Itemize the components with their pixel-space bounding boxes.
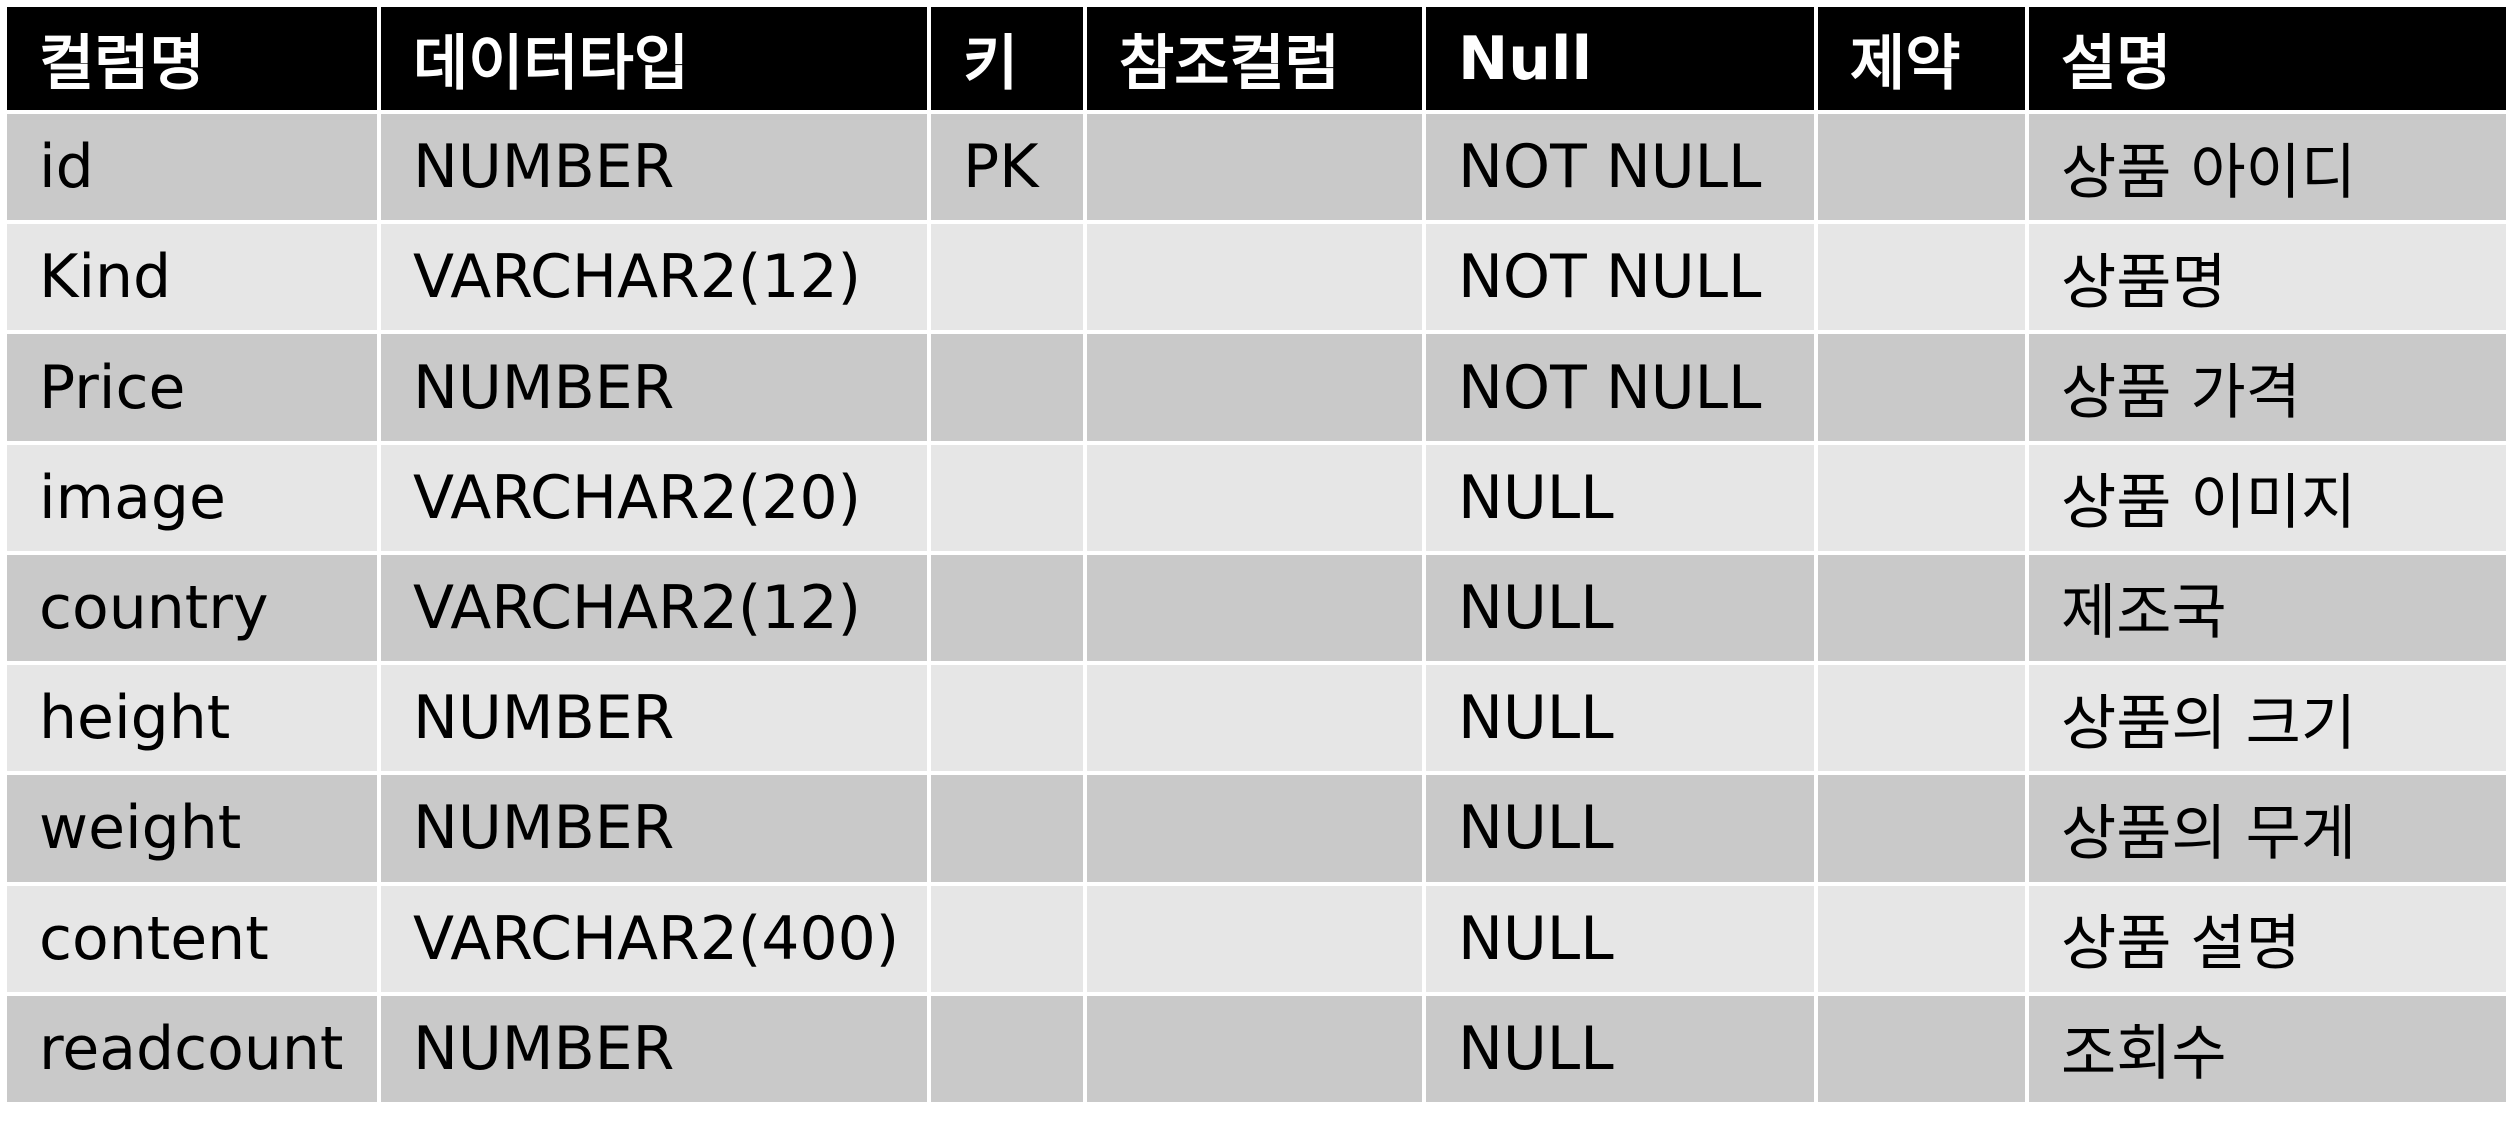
cell-description: 조회수 — [2025, 991, 2510, 1107]
cell-null: NOT NULL — [1422, 330, 1818, 445]
cell-description: 상품 가격 — [2025, 330, 2510, 445]
table-row: image VARCHAR2(20) NULL 상품 이미지 — [3, 440, 2510, 555]
table-row: weight NUMBER NULL 상품의 무게 — [3, 771, 2510, 886]
table-row: Kind VARCHAR2(12) NOT NULL 상품명 — [3, 220, 2510, 335]
cell-description: 상품의 무게 — [2025, 771, 2510, 886]
cell-constraint — [1814, 330, 2029, 445]
cell-null: NOT NULL — [1422, 220, 1818, 335]
header-data-type: 데이터타입 — [377, 3, 931, 114]
cell-key — [927, 220, 1087, 335]
table-row: height NUMBER NULL 상품의 크기 — [3, 661, 2510, 776]
cell-null: NOT NULL — [1422, 109, 1818, 225]
cell-reference-column — [1083, 771, 1426, 886]
cell-constraint — [1814, 550, 2029, 666]
cell-null: NULL — [1422, 881, 1818, 996]
cell-description: 상품 이미지 — [2025, 440, 2510, 555]
cell-column-name: content — [3, 881, 381, 996]
cell-data-type: NUMBER — [377, 661, 931, 776]
cell-description: 제조국 — [2025, 550, 2510, 666]
cell-constraint — [1814, 220, 2029, 335]
cell-null: NULL — [1422, 440, 1818, 555]
table-row: Price NUMBER NOT NULL 상품 가격 — [3, 330, 2510, 445]
table-body: id NUMBER PK NOT NULL 상품 아이디 Kind VARCHAR2(12)… — [3, 109, 2510, 1107]
cell-column-name: country — [3, 550, 381, 666]
cell-description: 상품의 크기 — [2025, 661, 2510, 776]
cell-data-type: NUMBER — [377, 330, 931, 445]
table-row: id NUMBER PK NOT NULL 상품 아이디 — [3, 109, 2510, 225]
cell-column-name: Price — [3, 330, 381, 445]
cell-key — [927, 881, 1087, 996]
cell-null: NULL — [1422, 550, 1818, 666]
cell-null: NULL — [1422, 771, 1818, 886]
cell-reference-column — [1083, 330, 1426, 445]
header-description: 설명 — [2025, 3, 2510, 114]
cell-data-type: VARCHAR2(20) — [377, 440, 931, 555]
cell-key — [927, 550, 1087, 666]
cell-key: PK — [927, 109, 1087, 225]
cell-column-name: Kind — [3, 220, 381, 335]
header-row: 컬럼명 데이터타입 키 참조컬럼 Null 제약 설명 — [3, 3, 2510, 114]
cell-key — [927, 330, 1087, 445]
cell-description: 상품 설명 — [2025, 881, 2510, 996]
header-reference-column: 참조컬럼 — [1083, 3, 1426, 114]
header-column-name: 컬럼명 — [3, 3, 381, 114]
cell-null: NULL — [1422, 661, 1818, 776]
cell-data-type: VARCHAR2(12) — [377, 550, 931, 666]
cell-data-type: NUMBER — [377, 109, 931, 225]
cell-reference-column — [1083, 661, 1426, 776]
cell-data-type: VARCHAR2(12) — [377, 220, 931, 335]
header-key: 키 — [927, 3, 1087, 114]
cell-reference-column — [1083, 109, 1426, 225]
header-constraint: 제약 — [1814, 3, 2029, 114]
cell-key — [927, 440, 1087, 555]
cell-reference-column — [1083, 881, 1426, 996]
cell-constraint — [1814, 109, 2029, 225]
cell-reference-column — [1083, 440, 1426, 555]
table-row: readcount NUMBER NULL 조회수 — [3, 991, 2510, 1107]
cell-constraint — [1814, 881, 2029, 996]
header-null: Null — [1422, 3, 1818, 114]
cell-reference-column — [1083, 220, 1426, 335]
cell-column-name: weight — [3, 771, 381, 886]
cell-data-type: VARCHAR2(400) — [377, 881, 931, 996]
cell-data-type: NUMBER — [377, 771, 931, 886]
cell-constraint — [1814, 771, 2029, 886]
cell-description: 상품 아이디 — [2025, 109, 2510, 225]
cell-column-name: height — [3, 661, 381, 776]
cell-constraint — [1814, 661, 2029, 776]
cell-constraint — [1814, 440, 2029, 555]
cell-key — [927, 771, 1087, 886]
schema-table: 컬럼명 데이터타입 키 참조컬럼 Null 제약 설명 id NUMBER PK NO… — [3, 3, 2510, 1107]
cell-constraint — [1814, 991, 2029, 1107]
cell-description: 상품명 — [2025, 220, 2510, 335]
cell-reference-column — [1083, 991, 1426, 1107]
cell-data-type: NUMBER — [377, 991, 931, 1107]
cell-column-name: id — [3, 109, 381, 225]
cell-null: NULL — [1422, 991, 1818, 1107]
cell-reference-column — [1083, 550, 1426, 666]
cell-key — [927, 991, 1087, 1107]
table-header: 컬럼명 데이터타입 키 참조컬럼 Null 제약 설명 — [3, 3, 2510, 114]
table-row: country VARCHAR2(12) NULL 제조국 — [3, 550, 2510, 666]
cell-column-name: image — [3, 440, 381, 555]
table-row: content VARCHAR2(400) NULL 상품 설명 — [3, 881, 2510, 996]
cell-column-name: readcount — [3, 991, 381, 1107]
cell-key — [927, 661, 1087, 776]
